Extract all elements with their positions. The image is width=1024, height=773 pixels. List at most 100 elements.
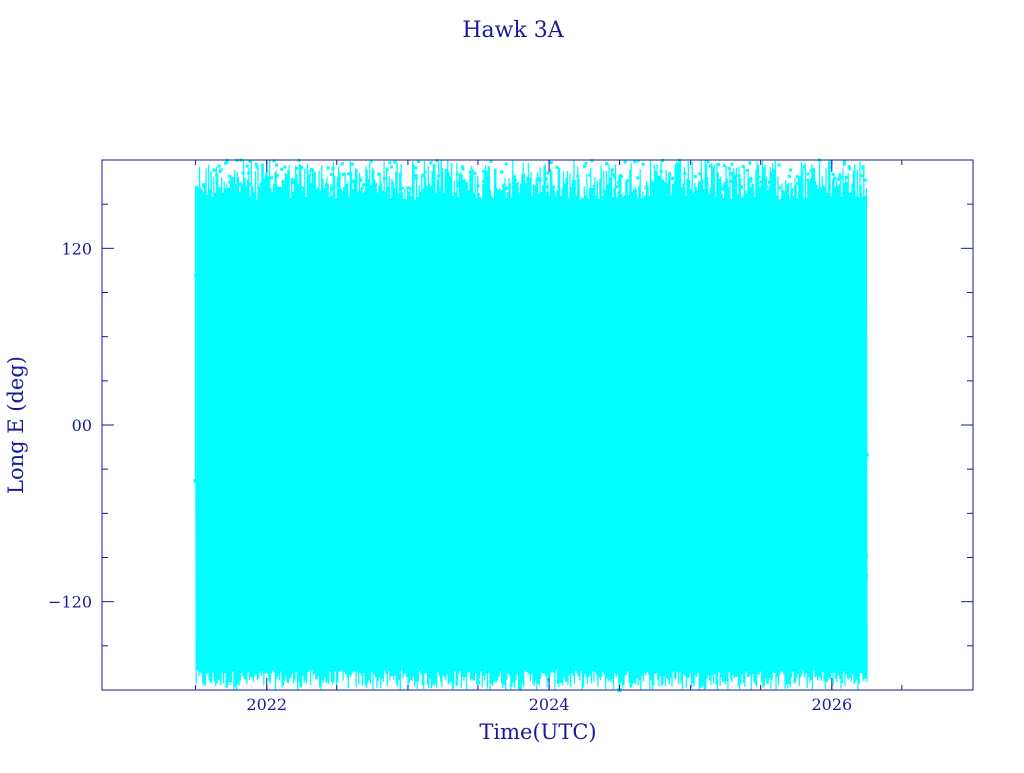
data-point: [201, 263, 205, 267]
data-point: [204, 277, 208, 281]
data-point: [359, 179, 363, 183]
data-point: [260, 476, 264, 480]
data-point: [423, 170, 427, 174]
data-point: [551, 185, 555, 189]
data-point: [327, 397, 331, 401]
data-point: [395, 248, 399, 252]
data-point: [749, 575, 753, 579]
data-point: [838, 173, 842, 177]
data-point: [289, 285, 293, 289]
data-point: [573, 556, 577, 560]
data-point: [591, 571, 595, 575]
data-point: [354, 496, 358, 500]
data-point: [698, 436, 702, 440]
data-point: [785, 563, 789, 567]
data-point: [805, 264, 809, 268]
data-point: [839, 176, 843, 180]
x-axis-label: Time(UTC): [479, 720, 596, 744]
data-point: [718, 561, 722, 565]
data-point: [854, 571, 858, 575]
data-point: [564, 257, 568, 261]
data-point: [341, 172, 345, 176]
data-point: [486, 556, 490, 560]
data-point: [244, 552, 248, 556]
data-point: [269, 176, 273, 180]
data-point: [566, 466, 570, 470]
data-point: [726, 569, 730, 573]
data-point: [802, 569, 806, 573]
data-point: [623, 160, 627, 164]
data-point: [634, 256, 638, 260]
data-point: [744, 247, 748, 251]
data-point: [806, 556, 810, 560]
data-point: [196, 460, 200, 464]
data-point: [598, 564, 602, 568]
data-point: [305, 266, 309, 270]
data-point: [382, 176, 386, 180]
data-point: [745, 295, 749, 299]
data-point: [233, 184, 237, 188]
data-point: [393, 160, 397, 164]
data-point: [567, 286, 571, 290]
data-point: [861, 257, 865, 261]
data-point: [806, 552, 810, 556]
data-point: [487, 552, 491, 556]
data-point: [700, 557, 704, 561]
data-point: [379, 253, 383, 257]
data-point: [468, 565, 472, 569]
data-point: [232, 428, 236, 432]
data-point: [499, 284, 503, 288]
data-point: [511, 573, 515, 577]
data-point: [374, 388, 378, 392]
data-point: [371, 569, 375, 573]
data-point: [809, 567, 813, 571]
data-point: [216, 445, 220, 449]
data-point: [205, 574, 209, 578]
data-point: [670, 274, 674, 278]
data-point: [535, 178, 539, 182]
data-point: [710, 408, 714, 412]
data-point: [488, 573, 492, 577]
data-point: [283, 165, 287, 169]
data-point: [505, 186, 509, 190]
data-point: [682, 245, 686, 249]
data-point: [545, 185, 549, 189]
data-point: [393, 435, 397, 439]
data-point: [219, 400, 223, 404]
data-point: [311, 561, 315, 565]
data-point: [852, 173, 856, 177]
data-point: [490, 294, 494, 298]
data-point: [275, 574, 279, 578]
data-point: [621, 262, 625, 266]
data-point: [717, 563, 721, 567]
data-point: [691, 489, 695, 493]
data-point: [376, 242, 380, 246]
data-point: [801, 280, 805, 284]
data-point: [292, 567, 296, 571]
data-point: [698, 247, 702, 251]
data-point: [814, 569, 818, 573]
data-point: [388, 433, 392, 437]
series-layer: [193, 158, 869, 692]
data-point: [821, 417, 825, 421]
data-point: [858, 551, 862, 555]
data-point: [281, 179, 285, 183]
data-point: [781, 571, 785, 575]
data-point: [431, 453, 435, 457]
data-point: [421, 410, 425, 414]
data-point: [447, 186, 451, 190]
data-point: [629, 268, 633, 272]
data-point: [232, 492, 236, 496]
data-point: [240, 576, 244, 580]
data-point: [598, 282, 602, 286]
data-point: [558, 553, 562, 557]
data-point: [625, 179, 629, 183]
data-point: [808, 551, 812, 555]
data-point: [217, 164, 221, 168]
data-point: [805, 401, 809, 405]
data-point: [283, 183, 287, 187]
data-point: [538, 178, 542, 182]
data-point: [698, 172, 702, 176]
data-point: [738, 553, 742, 557]
data-point: [616, 435, 620, 439]
